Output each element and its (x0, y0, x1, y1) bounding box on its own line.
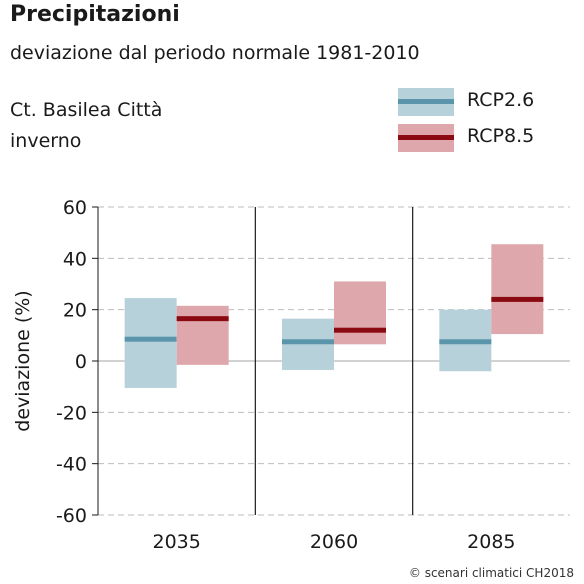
y-tick-label: -60 (56, 505, 87, 527)
range-box-rcp85 (334, 281, 386, 345)
legend-label: RCP2.6 (467, 89, 535, 111)
y-tick-label: 40 (63, 248, 87, 270)
range-box-rcp85 (176, 305, 229, 365)
y-tick-label: -20 (56, 402, 87, 424)
median-line-rcp26 (282, 339, 334, 345)
median-line-rcp85 (491, 296, 544, 302)
median-line-rcp26 (124, 336, 177, 342)
range-box-rcp85 (491, 244, 544, 335)
location-label: Ct. Basilea Città (10, 99, 163, 121)
legend-swatch-line (398, 99, 454, 104)
chart-title: Precipitazioni (10, 2, 180, 27)
legend: RCP2.6 RCP8.5 (398, 86, 558, 158)
median-line-rcp85 (334, 327, 386, 333)
legend-swatch-line (398, 135, 454, 140)
range-box-rcp26 (282, 318, 334, 370)
location-block: Ct. Basilea Città inverno (10, 95, 162, 157)
y-tick-label: 60 (63, 197, 87, 219)
y-axis-label: deviazione (%) (12, 290, 34, 431)
legend-item-rcp85: RCP8.5 (398, 122, 558, 154)
legend-item-rcp26: RCP2.6 (398, 86, 558, 118)
median-line-rcp26 (439, 339, 492, 345)
y-tick-label: -40 (56, 454, 87, 476)
x-tick-label: 2035 (152, 531, 200, 553)
median-line-rcp85 (176, 316, 229, 322)
x-tick-label: 2085 (467, 531, 515, 553)
x-tick-label: 2060 (310, 531, 358, 553)
y-tick-label: 20 (63, 300, 87, 322)
chart-subtitle: deviazione dal periodo normale 1981-2010 (10, 42, 420, 64)
season-label: inverno (10, 130, 82, 152)
y-tick-label: 0 (75, 351, 87, 373)
credit-text: © scenari climatici CH2018 (408, 566, 574, 580)
range-box-rcp26 (124, 298, 177, 388)
legend-label: RCP8.5 (467, 125, 535, 147)
